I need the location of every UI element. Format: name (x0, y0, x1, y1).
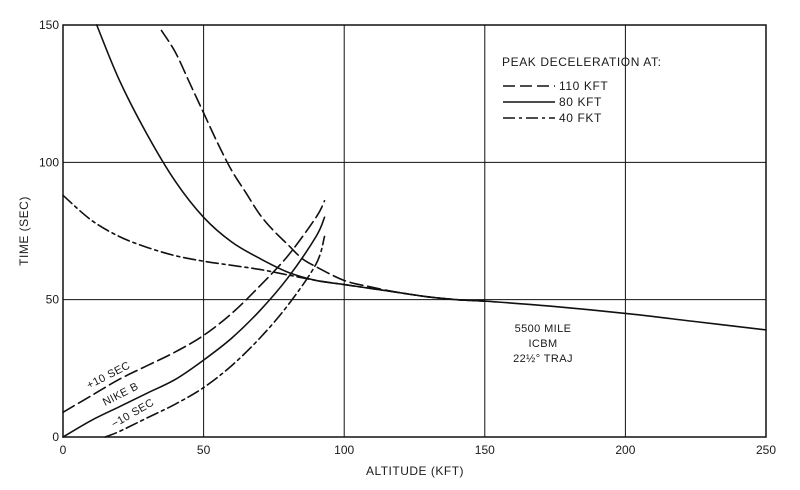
x-axis-label: ALTITUDE (KFT) (366, 464, 464, 478)
x-tick-label: 200 (615, 443, 635, 457)
series-line-80-kft (95, 24, 486, 302)
x-tick-label: 100 (334, 443, 354, 457)
x-tick-label: 250 (756, 443, 776, 457)
legend-title: PEAK DECELERATION AT: (502, 55, 662, 69)
legend-entry-110: 110 KFT (559, 79, 608, 93)
icbm-annotation: 5500 MILE ICBM 22½° TRAJ (513, 323, 573, 365)
nike-label: NIKE B (101, 381, 141, 409)
x-tick-label: 0 (60, 443, 67, 457)
series-line-10-sec (62, 199, 326, 414)
series-line-nike-b (62, 216, 326, 438)
icbm-line-3: 22½° TRAJ (513, 353, 573, 365)
series-line-110-kft (160, 29, 486, 302)
legend: PEAK DECELERATION AT: 110 KFT 80 KFT 40 … (502, 55, 662, 125)
y-tick-label: 50 (46, 293, 60, 307)
tick-labels: 0 50 100 150 200 250 0 50 100 150 (39, 18, 776, 457)
plot-frame (62, 24, 767, 438)
series-line-10-sec (104, 235, 326, 438)
y-tick-label: 150 (39, 18, 59, 32)
icbm-line-2: ICBM (528, 338, 557, 350)
y-axis-label: TIME (SEC) (17, 196, 31, 266)
icbm-line-1: 5500 MILE (515, 323, 572, 335)
series-line-40-fkt (62, 194, 486, 302)
grid (63, 25, 766, 437)
series-line-5500-mile-icbm-22-traj (484, 300, 767, 331)
y-tick-label: 0 (52, 430, 59, 444)
legend-entry-80: 80 KFT (559, 95, 602, 109)
series-lines (62, 24, 767, 438)
x-tick-label: 50 (197, 443, 211, 457)
legend-entry-40: 40 FKT (559, 111, 602, 125)
x-tick-label: 150 (475, 443, 495, 457)
y-tick-label: 100 (39, 155, 59, 169)
